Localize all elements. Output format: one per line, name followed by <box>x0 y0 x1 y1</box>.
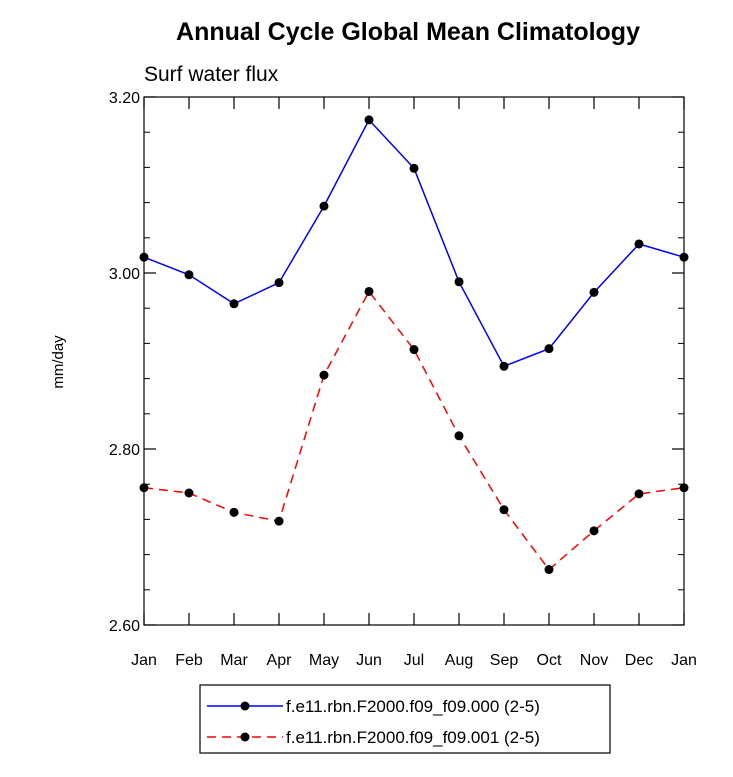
x-tick-label: Jan <box>131 652 157 669</box>
series-1-point <box>364 115 374 125</box>
series-2-point <box>409 345 419 355</box>
legend-marker-1 <box>240 701 250 711</box>
series-2-point <box>499 505 509 515</box>
series-2-point <box>319 370 329 380</box>
series-1-point <box>274 278 284 288</box>
y-tick-label: 3.20 <box>109 90 140 107</box>
x-tick-label: Feb <box>175 652 203 669</box>
series-1-point <box>454 277 464 287</box>
x-tick-label: Jun <box>356 652 382 669</box>
series-1-point <box>139 252 149 262</box>
y-tick-label: 2.60 <box>109 618 140 635</box>
x-tick-label: Oct <box>537 652 562 669</box>
series-2-point <box>454 431 464 441</box>
series-1-point <box>589 287 599 297</box>
chart-subtitle: Surf water flux <box>144 63 279 86</box>
series-2-point <box>184 488 194 498</box>
series-2-point <box>229 507 239 517</box>
x-tick-label: Nov <box>580 652 608 669</box>
legend-marker-2 <box>240 732 250 742</box>
x-tick-label: Dec <box>625 652 653 669</box>
series-line-2 <box>143 290 685 571</box>
series-1-point <box>319 201 329 211</box>
series-1-point <box>229 299 239 309</box>
series-1-point <box>634 239 644 249</box>
legend-box <box>199 684 611 754</box>
series-2-point <box>274 516 284 526</box>
series-1-point <box>409 163 419 173</box>
series-2-point <box>544 565 554 575</box>
y-tick-label: 2.80 <box>109 442 140 459</box>
series-2-point <box>589 526 599 536</box>
series-line-1 <box>143 118 685 368</box>
series-2-point <box>634 489 644 499</box>
x-tick-label: Jan <box>671 652 697 669</box>
x-tick-label: Sep <box>490 652 519 669</box>
legend-label-2: f.e11.rbn.F2000.f09_f09.001 (2-5) <box>286 728 540 747</box>
series-2-point <box>139 483 149 493</box>
y-axis-label: mm/day <box>50 335 67 389</box>
series-1-point <box>679 252 689 262</box>
series-1-point <box>499 361 509 371</box>
plot-frame <box>143 96 685 626</box>
series-2-point <box>364 286 374 296</box>
series-1-point <box>544 344 554 354</box>
x-tick-label: Mar <box>220 652 248 669</box>
series-2-point <box>679 483 689 493</box>
x-tick-label: Aug <box>445 652 473 669</box>
x-tick-label: Apr <box>267 652 293 669</box>
series-layer <box>139 115 689 575</box>
series-1-point <box>184 270 194 280</box>
legend-layer: f.e11.rbn.F2000.f09_f09.000 (2-5) f.e11.r… <box>207 697 540 747</box>
chart-title: Annual Cycle Global Mean Climatology <box>176 18 640 46</box>
x-tick-label: May <box>309 652 339 669</box>
legend-label-1: f.e11.rbn.F2000.f09_f09.000 (2-5) <box>286 697 540 716</box>
x-tick-label: Jul <box>404 652 424 669</box>
ticks-layer: 2.60 2.80 3.00 3.20 Jan Feb Mar Apr May Jun Jul Aug… <box>109 90 697 669</box>
y-tick-label: 3.00 <box>109 266 140 283</box>
